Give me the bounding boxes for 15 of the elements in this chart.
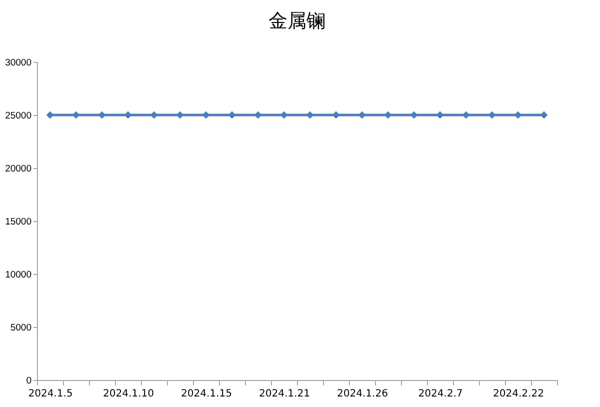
x-tick-label: 2024.1.21	[259, 388, 310, 400]
x-tick-label: 2024.1.15	[181, 388, 232, 400]
x-tick-label: 2024.2.22	[493, 388, 544, 400]
x-tick-label: 2024.1.5	[28, 388, 73, 400]
y-tick-label: 30000	[5, 58, 32, 68]
y-tick-label: 0	[26, 376, 32, 386]
x-tick-label: 2024.1.26	[337, 388, 388, 400]
chart-title: 金属镧	[268, 10, 326, 32]
y-tick-label: 25000	[5, 110, 32, 122]
x-tick-label: 2024.1.10	[103, 388, 154, 400]
y-tick-label: 20000	[5, 164, 32, 174]
x-tick-label: 2024.2.7	[418, 388, 463, 400]
y-tick-label: 5000	[10, 322, 32, 334]
y-tick-label: 10000	[5, 270, 32, 280]
y-tick-label: 15000	[5, 216, 32, 228]
